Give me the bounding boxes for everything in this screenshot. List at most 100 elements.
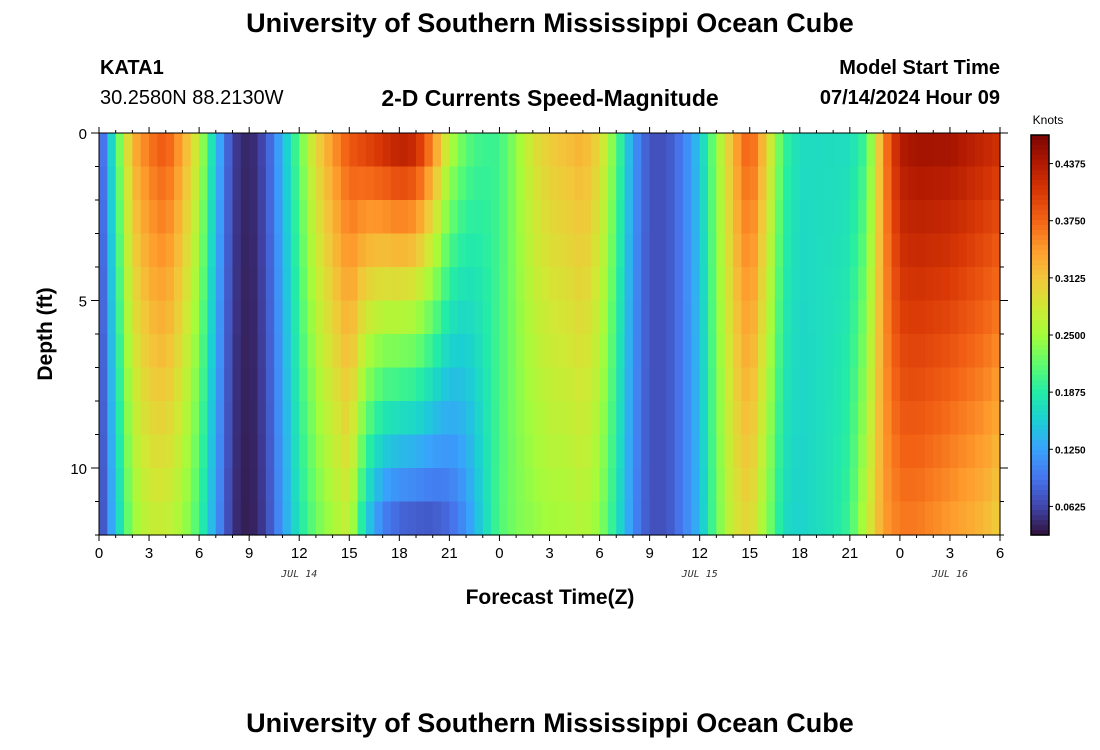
heatmap-cell xyxy=(682,166,692,201)
heatmap-cell xyxy=(265,501,275,536)
heatmap-cell xyxy=(582,501,592,536)
heatmap-cell xyxy=(933,166,943,201)
heatmap-cell xyxy=(432,300,442,335)
heatmap-cell xyxy=(749,200,759,235)
heatmap-cell xyxy=(974,233,984,268)
heatmap-cell xyxy=(883,334,893,369)
heatmap-cell xyxy=(582,334,592,369)
heatmap-cell xyxy=(524,233,534,268)
heatmap-cell xyxy=(232,434,242,469)
heatmap-cell xyxy=(532,200,542,235)
colorbar-segment xyxy=(1031,345,1049,351)
heatmap-cell xyxy=(616,401,626,436)
heatmap-cell xyxy=(624,501,634,536)
heatmap-cell xyxy=(466,334,476,369)
heatmap-cell xyxy=(507,434,517,469)
heatmap-cell xyxy=(991,367,1001,402)
heatmap-cell xyxy=(374,166,384,201)
heatmap-cell xyxy=(357,300,367,335)
heatmap-cell xyxy=(382,166,392,201)
heatmap-cell xyxy=(449,334,459,369)
heatmap-cell xyxy=(199,401,209,436)
heatmap-cell xyxy=(983,501,993,536)
heatmap-cell xyxy=(758,334,767,369)
heatmap-cell xyxy=(816,401,826,436)
heatmap-cell xyxy=(649,401,659,436)
heatmap-cell xyxy=(274,300,284,335)
heatmap-cell xyxy=(549,300,559,335)
heatmap-cell xyxy=(607,468,617,503)
heatmap-cell xyxy=(816,468,826,503)
heatmap-cell xyxy=(407,434,417,469)
heatmap-cell xyxy=(557,267,567,302)
heatmap-cell xyxy=(591,367,601,402)
heatmap-cell xyxy=(791,367,801,402)
heatmap-cell xyxy=(299,133,309,168)
heatmap-cell xyxy=(991,401,1001,436)
heatmap-cell xyxy=(132,468,142,503)
heatmap-cell xyxy=(858,434,868,469)
heatmap-cell xyxy=(482,401,492,436)
heatmap-cell xyxy=(157,166,167,201)
heatmap-cell xyxy=(424,166,434,201)
heatmap-cell xyxy=(282,267,292,302)
model-start-value: 07/14/2024 Hour 09 xyxy=(819,87,1000,109)
heatmap-cell xyxy=(307,434,317,469)
heatmap-cell xyxy=(265,434,275,469)
heatmap-cell xyxy=(507,166,517,201)
colorbar-segment xyxy=(1031,325,1049,331)
heatmap-cell xyxy=(416,200,425,235)
heatmap-cell xyxy=(841,300,851,335)
heatmap-cell xyxy=(783,200,793,235)
heatmap-cell xyxy=(399,401,409,436)
heatmap-cell xyxy=(532,501,542,536)
heatmap-cell xyxy=(491,334,501,369)
colorbar-segment xyxy=(1031,385,1049,391)
heatmap-cell xyxy=(282,200,292,235)
heatmap-cell xyxy=(632,468,642,503)
heatmap-cell xyxy=(249,401,259,436)
heatmap-cell xyxy=(149,267,158,302)
heatmap-cell xyxy=(382,200,392,235)
heatmap-cell xyxy=(424,334,434,369)
heatmap-cell xyxy=(791,334,801,369)
heatmap-cell xyxy=(457,133,467,168)
heatmap-cell xyxy=(616,300,626,335)
heatmap-cell xyxy=(616,267,626,302)
heatmap-cell xyxy=(457,401,467,436)
heatmap-cell xyxy=(708,267,717,302)
heatmap-cell xyxy=(799,468,809,503)
heatmap-cell xyxy=(382,434,392,469)
heatmap-cell xyxy=(491,267,501,302)
heatmap-cell xyxy=(365,200,375,235)
heatmap-cell xyxy=(299,434,309,469)
heatmap-cell xyxy=(716,300,726,335)
heatmap-cell xyxy=(374,267,384,302)
heatmap-cell xyxy=(991,501,1001,536)
heatmap-cell xyxy=(349,367,359,402)
heatmap-cell xyxy=(532,401,542,436)
heatmap-cell xyxy=(766,200,776,235)
heatmap-cell xyxy=(466,401,476,436)
heatmap-cell xyxy=(232,468,242,503)
heatmap-cell xyxy=(457,233,467,268)
heatmap-cell xyxy=(691,501,701,536)
heatmap-cell xyxy=(107,233,117,268)
colorbar-tick-label: 0.1875 xyxy=(1055,388,1086,399)
heatmap-cell xyxy=(649,434,659,469)
heatmap-cell xyxy=(958,434,968,469)
heatmap-cell xyxy=(332,434,342,469)
heatmap-cell xyxy=(365,233,375,268)
heatmap-cell xyxy=(265,367,275,402)
heatmap-cell xyxy=(866,233,876,268)
heatmap-cell xyxy=(132,501,142,536)
heatmap-cell xyxy=(282,133,292,168)
heatmap-cell xyxy=(791,200,801,235)
heatmap-cell xyxy=(958,300,968,335)
heatmap-cell xyxy=(624,401,634,436)
heatmap-cell xyxy=(132,367,142,402)
heatmap-cell xyxy=(991,166,1001,201)
heatmap-cell xyxy=(424,367,434,402)
heatmap-cell xyxy=(883,267,893,302)
heatmap-cell xyxy=(557,401,567,436)
